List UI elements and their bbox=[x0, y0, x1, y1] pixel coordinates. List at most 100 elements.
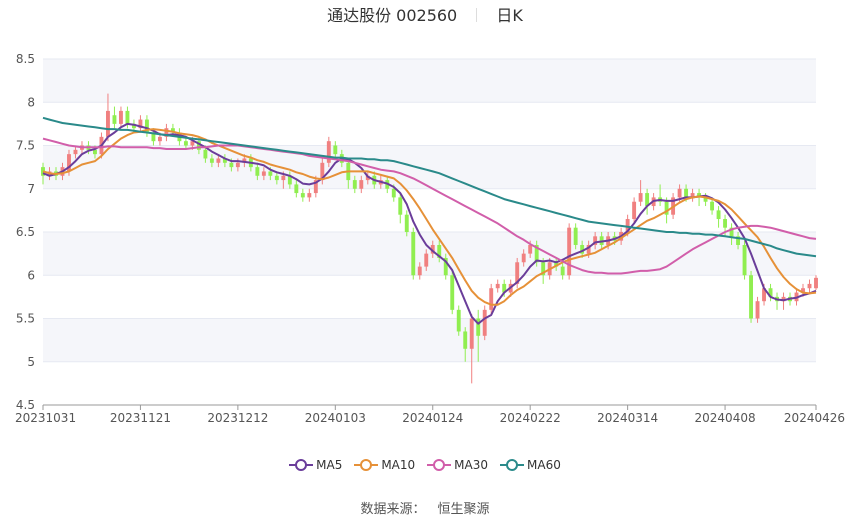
candle-body bbox=[203, 149, 208, 159]
candle-body bbox=[326, 141, 331, 163]
ma-line-ma10 bbox=[42, 128, 817, 306]
candle-body bbox=[463, 331, 468, 349]
candle-body bbox=[216, 158, 221, 163]
candle-body bbox=[632, 201, 637, 220]
candle-body bbox=[313, 180, 318, 194]
candle-body bbox=[365, 175, 370, 181]
candle-body bbox=[307, 193, 312, 198]
candle-body bbox=[801, 288, 805, 293]
candle-body bbox=[541, 262, 546, 276]
candle-body bbox=[515, 262, 520, 284]
ma-line-ma30 bbox=[42, 137, 817, 275]
title-divider bbox=[476, 8, 478, 22]
candle-body bbox=[502, 283, 507, 293]
y-axis: 4.5 5 5.5 6 6.5 7 7.5 8 8.5 bbox=[16, 52, 35, 412]
candle-body bbox=[424, 253, 429, 267]
legend-item-ma10[interactable]: MA10 bbox=[354, 458, 415, 472]
period-label[interactable]: 日K bbox=[496, 6, 523, 25]
candle-body bbox=[73, 149, 78, 155]
x-tick-label: 20231212 bbox=[207, 411, 268, 425]
legend-label: MA10 bbox=[381, 458, 416, 472]
candle-body bbox=[677, 188, 682, 198]
x-tick-label: 20240408 bbox=[695, 411, 756, 425]
candle-body bbox=[749, 275, 753, 319]
candle-body bbox=[560, 266, 565, 276]
candle-body bbox=[411, 232, 416, 276]
candle-body bbox=[645, 193, 650, 207]
candle-body bbox=[697, 193, 702, 198]
legend-item-ma30[interactable]: MA30 bbox=[427, 458, 488, 472]
candle-body bbox=[404, 214, 409, 232]
y-tick-label: 7 bbox=[27, 182, 35, 196]
candle-body bbox=[742, 244, 747, 276]
candle-body bbox=[170, 128, 175, 133]
candle-body bbox=[131, 123, 136, 129]
candle-body bbox=[593, 236, 598, 245]
candle-body bbox=[736, 236, 740, 245]
y-tick-label: 4.5 bbox=[16, 398, 35, 412]
plot-grid bbox=[43, 58, 816, 406]
legend-marker-icon bbox=[354, 459, 379, 471]
candle-body bbox=[144, 119, 149, 133]
legend-label: MA60 bbox=[527, 458, 561, 472]
legend-item-ma5[interactable]: MA5 bbox=[289, 458, 342, 472]
x-tick-label: 20231031 bbox=[15, 411, 76, 425]
candle-body bbox=[164, 128, 169, 137]
ma-line-ma5 bbox=[42, 122, 817, 325]
candle-body bbox=[242, 158, 247, 163]
candle-body bbox=[573, 227, 578, 245]
candle-body bbox=[125, 110, 130, 124]
candle-body bbox=[638, 193, 643, 202]
candle-body bbox=[534, 244, 539, 263]
candle-body bbox=[710, 201, 715, 211]
candle-body bbox=[229, 162, 234, 168]
candle-body bbox=[684, 188, 689, 198]
candle-body bbox=[391, 188, 396, 198]
candle-body bbox=[768, 288, 773, 297]
candle-body bbox=[268, 171, 273, 176]
candle-body bbox=[235, 162, 240, 168]
y-tick-label: 8.5 bbox=[16, 52, 35, 66]
candle-body bbox=[398, 197, 403, 215]
grid-band bbox=[43, 145, 816, 189]
candle-body bbox=[482, 309, 487, 336]
legend-marker-icon bbox=[289, 459, 314, 471]
candle-body bbox=[807, 283, 812, 289]
candle-body bbox=[183, 141, 188, 146]
candle-body bbox=[528, 244, 533, 254]
stock-title: 通达股份 002560 bbox=[327, 6, 458, 25]
candle-body bbox=[437, 244, 442, 258]
candle-body bbox=[106, 110, 110, 137]
candle-body bbox=[333, 145, 338, 155]
candle-body bbox=[222, 158, 227, 163]
candle-body bbox=[521, 253, 526, 263]
candle-body bbox=[703, 197, 708, 202]
data-source: 数据来源： 恒生聚源 bbox=[0, 498, 850, 517]
candle-body bbox=[352, 180, 357, 189]
candle-body bbox=[580, 244, 585, 254]
grid-band bbox=[43, 318, 816, 362]
candle-body bbox=[664, 201, 669, 215]
candle-body bbox=[755, 301, 760, 319]
candle-body bbox=[450, 275, 455, 310]
candle-body bbox=[456, 309, 461, 332]
y-tick-label: 5 bbox=[27, 355, 35, 369]
candle-body bbox=[157, 136, 162, 142]
candle-body bbox=[255, 167, 260, 176]
candle-body bbox=[359, 180, 364, 189]
candle-body bbox=[781, 296, 786, 302]
candle-body bbox=[119, 110, 123, 124]
legend-item-ma60[interactable]: MA60 bbox=[500, 458, 561, 472]
candle-body bbox=[261, 171, 266, 176]
candle-body bbox=[93, 149, 97, 155]
candle-body bbox=[762, 288, 766, 302]
candle-body bbox=[67, 154, 71, 172]
candle-body bbox=[300, 193, 305, 198]
legend-marker-icon bbox=[500, 459, 525, 471]
candle-body bbox=[469, 318, 474, 349]
candle-body bbox=[287, 175, 292, 185]
candle-body bbox=[489, 288, 494, 310]
candle-body bbox=[586, 244, 591, 254]
chart-header: 通达股份 002560 日K bbox=[0, 6, 850, 26]
